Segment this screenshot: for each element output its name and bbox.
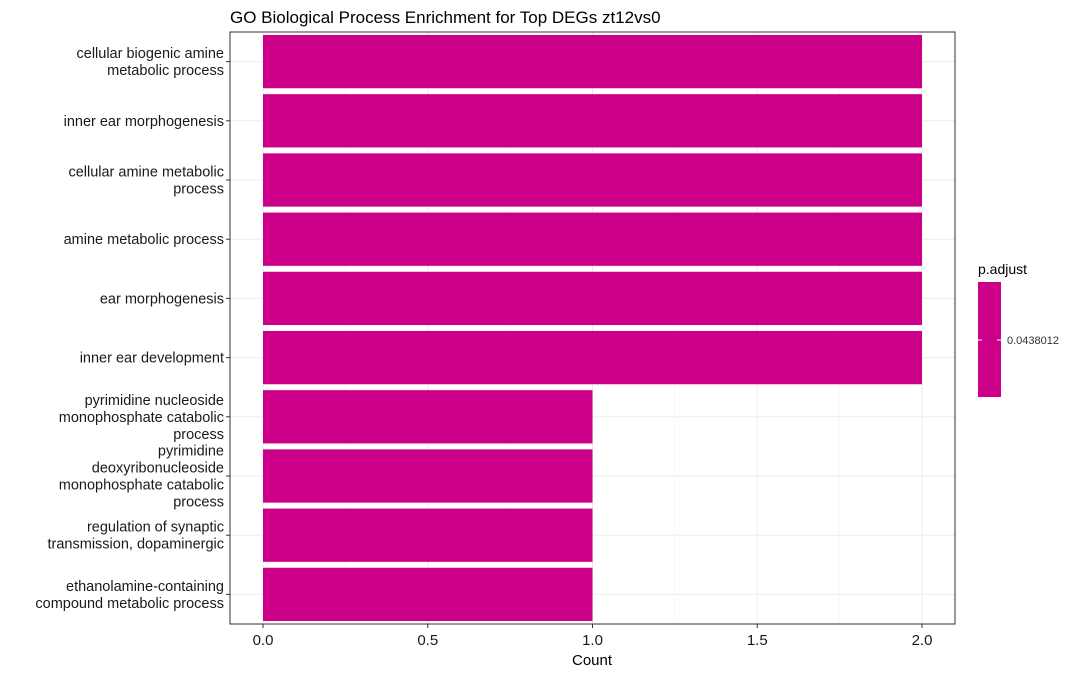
bar — [263, 153, 922, 207]
legend-title: p.adjust — [978, 261, 1027, 277]
y-tick-label-line: process — [173, 427, 224, 443]
y-tick-label: cellular biogenic amine metabolic process — [77, 46, 225, 79]
x-tick-label: 1.5 — [747, 632, 768, 649]
bar — [263, 567, 593, 622]
bars — [263, 34, 922, 622]
y-tick-label-line: ethanolamine-containing — [66, 579, 224, 595]
x-axis: 0.0 0.5 1.0 1.5 2.0 — [253, 624, 933, 649]
y-tick-label: inner ear development — [80, 351, 224, 367]
bar — [263, 330, 922, 385]
bar — [263, 449, 593, 503]
bar — [263, 94, 922, 148]
legend: p.adjust 0.0438012 — [978, 261, 1059, 397]
y-tick-label-line: cellular amine metabolic — [68, 165, 224, 181]
y-tick-label-line: process — [173, 495, 224, 511]
y-tick-label-line: deoxyribonucleoside — [92, 461, 224, 477]
y-tick-label-line: regulation of synaptic — [87, 520, 224, 536]
legend-colorbar — [978, 282, 1001, 397]
y-tick-label: pyrimidine deoxyribonucleoside monophospha… — [59, 444, 224, 511]
y-tick-label: amine metabolic process — [64, 232, 224, 248]
y-tick-label-line: monophosphate catabolic — [59, 410, 224, 426]
y-tick-label: regulation of synaptic transmission, dopa… — [48, 520, 225, 553]
x-tick-label: 1.0 — [582, 632, 603, 649]
x-tick-label: 0.0 — [253, 632, 274, 649]
bar — [263, 212, 922, 266]
y-tick-label-line: pyrimidine — [158, 444, 224, 460]
legend-label: 0.0438012 — [1007, 335, 1059, 347]
x-tick-label: 2.0 — [912, 632, 933, 649]
y-tick-label-line: cellular biogenic amine — [77, 46, 225, 62]
y-tick-label: cellular amine metabolic process — [68, 165, 224, 198]
y-tick-label: ethanolamine-containing compound metaboli… — [35, 579, 224, 612]
x-axis-title: Count — [572, 652, 613, 669]
y-tick-label-line: transmission, dopaminergic — [48, 537, 225, 553]
y-tick-label-line: metabolic process — [107, 63, 224, 79]
y-tick-label: ear morphogenesis — [100, 291, 224, 307]
y-tick-label-line: process — [173, 182, 224, 198]
y-axis: cellular biogenic amine metabolic process… — [35, 46, 230, 612]
y-tick-label-line: compound metabolic process — [35, 596, 224, 612]
y-tick-label-line: amine metabolic process — [64, 232, 224, 248]
y-tick-label: inner ear morphogenesis — [64, 114, 224, 130]
bar — [263, 34, 922, 89]
y-tick-label-line: pyrimidine nucleoside — [85, 393, 224, 409]
y-tick-label: pyrimidine nucleoside monophosphate catab… — [59, 393, 224, 443]
y-tick-label-line: ear morphogenesis — [100, 291, 224, 307]
x-tick-label: 0.5 — [417, 632, 438, 649]
bar — [263, 390, 593, 444]
y-tick-label-line: monophosphate catabolic — [59, 478, 224, 494]
chart-title: GO Biological Process Enrichment for Top… — [230, 8, 661, 27]
y-tick-label-line: inner ear morphogenesis — [64, 114, 224, 130]
bar — [263, 271, 922, 326]
y-tick-label-line: inner ear development — [80, 351, 224, 367]
bar — [263, 508, 593, 562]
